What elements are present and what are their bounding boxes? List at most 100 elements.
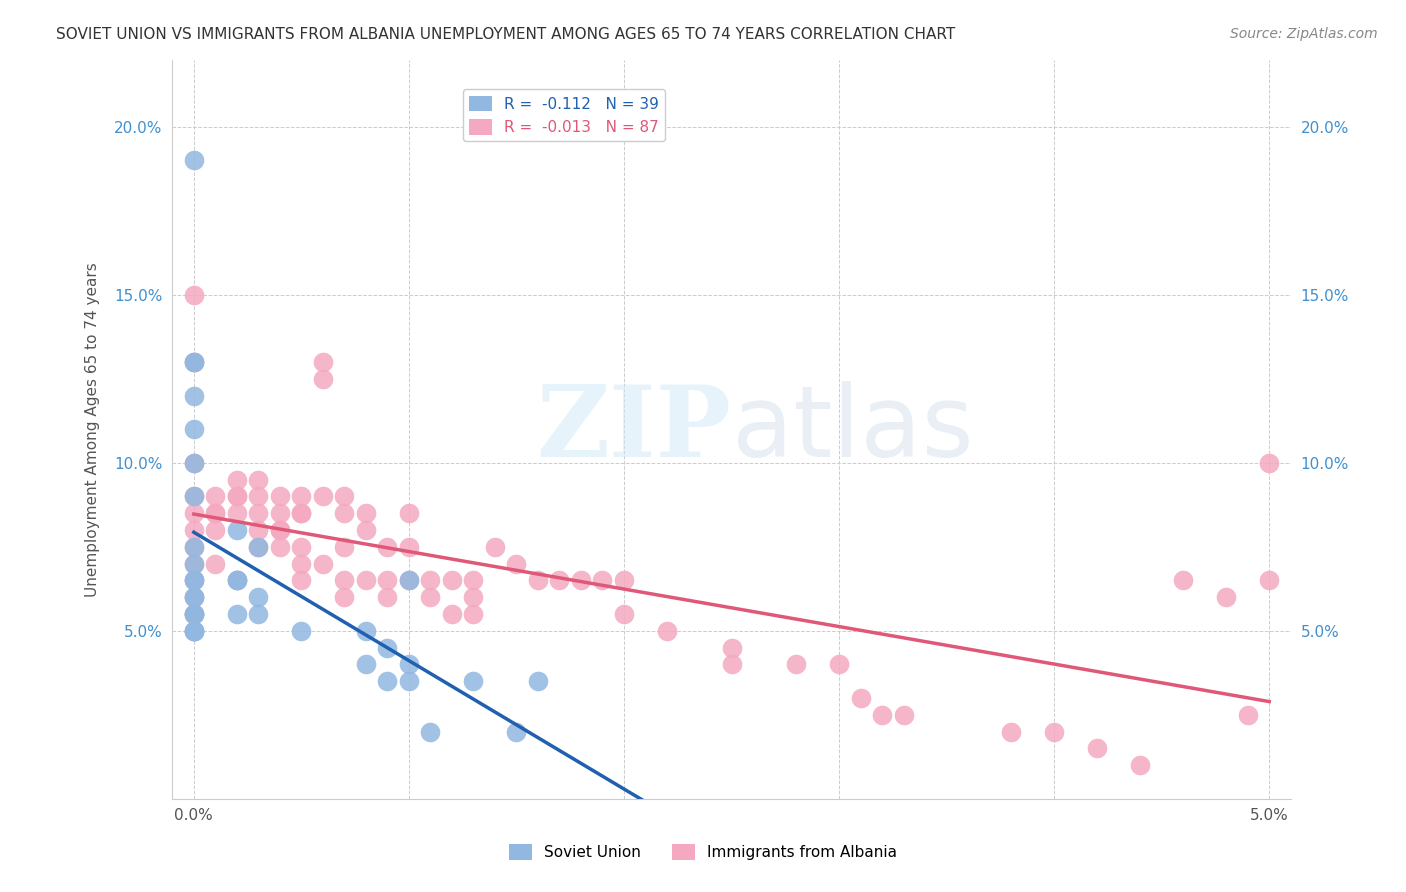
Point (312, 372, 335, 386)
Point (269, 506, 291, 520)
Point (247, 540, 270, 554)
Point (1258, 456, 1281, 470)
Point (828, 657, 851, 672)
Point (204, 489, 226, 503)
Point (290, 540, 312, 554)
Point (312, 489, 335, 503)
Point (893, 707, 915, 722)
Point (183, 456, 205, 470)
Point (183, 489, 205, 503)
Point (183, 489, 205, 503)
Point (333, 574, 356, 588)
Point (398, 574, 420, 588)
Point (247, 523, 270, 537)
Point (398, 674, 420, 689)
Point (183, 624, 205, 638)
Point (398, 657, 420, 672)
Point (440, 607, 463, 621)
Point (247, 473, 270, 487)
Point (183, 557, 205, 571)
Point (354, 574, 377, 588)
Point (354, 506, 377, 520)
Point (720, 640, 742, 655)
Point (269, 489, 291, 503)
Point (183, 388, 205, 402)
Point (1129, 758, 1152, 772)
Point (1215, 590, 1237, 604)
Point (247, 489, 270, 503)
Point (1236, 707, 1258, 722)
Point (247, 506, 270, 520)
Point (463, 590, 485, 604)
Text: SOVIET UNION VS IMMIGRANTS FROM ALBANIA UNEMPLOYMENT AMONG AGES 65 TO 74 YEARS C: SOVIET UNION VS IMMIGRANTS FROM ALBANIA … (56, 27, 956, 42)
Point (613, 574, 636, 588)
Point (225, 489, 247, 503)
Point (183, 624, 205, 638)
Point (183, 523, 205, 537)
Point (204, 557, 226, 571)
Point (183, 607, 205, 621)
Point (183, 607, 205, 621)
Point (463, 674, 485, 689)
Point (183, 422, 205, 436)
Point (183, 624, 205, 638)
Point (354, 657, 377, 672)
Point (225, 489, 247, 503)
Point (183, 540, 205, 554)
Text: ZIP: ZIP (537, 381, 731, 478)
Point (183, 574, 205, 588)
Point (1258, 574, 1281, 588)
Text: Source: ZipAtlas.com: Source: ZipAtlas.com (1230, 27, 1378, 41)
Point (225, 574, 247, 588)
Point (247, 607, 270, 621)
Point (183, 607, 205, 621)
Point (183, 590, 205, 604)
Point (247, 540, 270, 554)
Point (785, 657, 807, 672)
Point (419, 724, 441, 739)
Point (183, 607, 205, 621)
Point (290, 506, 312, 520)
Point (377, 640, 399, 655)
Point (505, 724, 527, 739)
Point (398, 540, 420, 554)
Point (655, 624, 678, 638)
Point (354, 523, 377, 537)
Point (290, 489, 312, 503)
Point (463, 574, 485, 588)
Point (183, 355, 205, 369)
Point (290, 557, 312, 571)
Point (225, 574, 247, 588)
Point (225, 506, 247, 520)
Point (183, 355, 205, 369)
Point (204, 523, 226, 537)
Point (527, 574, 550, 588)
Point (269, 540, 291, 554)
Point (398, 574, 420, 588)
Point (1173, 574, 1195, 588)
Point (204, 506, 226, 520)
Point (183, 456, 205, 470)
Point (290, 574, 312, 588)
Point (377, 540, 399, 554)
Point (269, 523, 291, 537)
Point (720, 657, 742, 672)
Point (183, 540, 205, 554)
Point (183, 506, 205, 520)
Point (377, 674, 399, 689)
Point (333, 590, 356, 604)
Point (1085, 741, 1108, 756)
Point (377, 590, 399, 604)
Point (204, 506, 226, 520)
Legend: R =  -0.112   N = 39, R =  -0.013   N = 87: R = -0.112 N = 39, R = -0.013 N = 87 (463, 89, 665, 141)
Point (591, 574, 613, 588)
Point (1000, 724, 1022, 739)
Point (225, 523, 247, 537)
Point (870, 707, 893, 722)
Point (440, 574, 463, 588)
Y-axis label: Unemployment Among Ages 65 to 74 years: Unemployment Among Ages 65 to 74 years (86, 262, 100, 597)
Point (183, 590, 205, 604)
Point (290, 506, 312, 520)
Point (419, 574, 441, 588)
Point (569, 574, 592, 588)
